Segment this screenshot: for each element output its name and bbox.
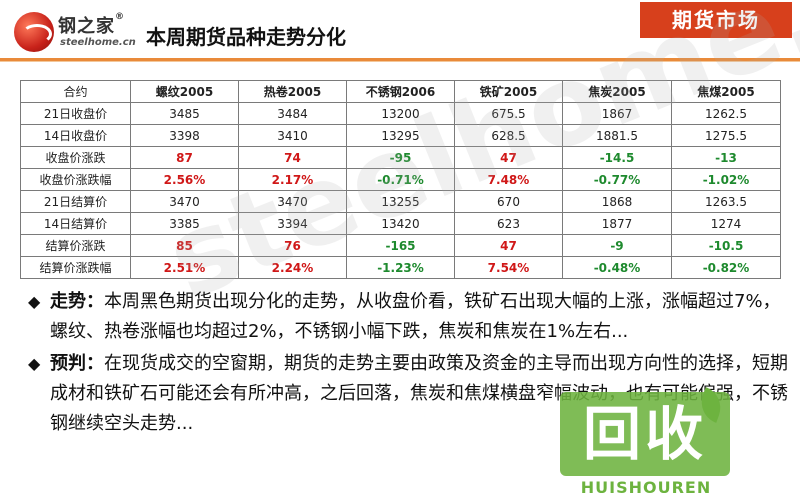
table-row: 14日收盘价 3398 3410 13295 628.5 1881.5 1275.5 [20,124,781,147]
column-header: 焦煤2005 [671,80,781,103]
huishouren-logo[interactable]: 回收 HUISHOUREN [560,387,740,500]
table-cell: 74 [238,146,347,169]
table-cell: 47 [454,234,563,257]
table-row: 收盘价涨跌幅 2.56% 2.17% -0.71% 7.48% -0.77% -1.02% [20,168,781,191]
row-label: 14日收盘价 [20,124,131,147]
bullet-keyword: 走势： [50,291,104,312]
table-cell: 76 [238,234,347,257]
table-cell: 1262.5 [671,102,781,125]
table-cell: 2.24% [238,256,347,279]
table-cell: -14.5 [562,146,672,169]
table-row: 结算价涨跌 85 76 -165 47 -9 -10.5 [20,234,781,257]
bullet-text: 本周黑色期货出现分化的走势，从收盘价看，铁矿石出现大幅的上涨，涨幅超过7%，螺纹… [50,291,781,342]
table-cell: 13420 [346,212,455,235]
table-cell: 3470 [238,190,347,213]
table-cell: 623 [454,212,563,235]
steelhome-logo[interactable]: 钢之家® steelhome.cn [14,10,136,54]
table-row: 21日结算价 3470 3470 13255 670 1868 1263.5 [20,190,781,213]
table-header-row: 合约 螺纹2005 热卷2005 不锈钢2006 铁矿2005 焦炭2005 焦煤2005 [20,80,781,103]
row-label: 结算价涨跌 [20,234,131,257]
table-cell: -10.5 [671,234,781,257]
diamond-bullet-icon: ◆ [28,292,41,311]
table-cell: 1877 [562,212,672,235]
header: 钢之家® steelhome.cn 本周期货品种走势分化 期货市场 [0,0,800,62]
table-cell: 628.5 [454,124,563,147]
table-cell: 1274 [671,212,781,235]
row-label: 结算价涨跌幅 [20,256,131,279]
table-cell: -95 [346,146,455,169]
row-label: 21日收盘价 [20,102,131,125]
table-cell: 3398 [130,124,239,147]
table-cell: 2.17% [238,168,347,191]
row-label: 收盘价涨跌 [20,146,131,169]
table-cell: 1275.5 [671,124,781,147]
column-header: 铁矿2005 [454,80,563,103]
table-cell: -0.71% [346,168,455,191]
table-row: 21日收盘价 3485 3484 13200 675.5 1867 1262.5 [20,102,781,125]
table-row: 收盘价涨跌 87 74 -95 47 -14.5 -13 [20,146,781,169]
table-cell: 1868 [562,190,672,213]
table-cell: 3410 [238,124,347,147]
bullet-keyword: 预判： [50,353,104,374]
column-header: 焦炭2005 [562,80,672,103]
table-cell: 1881.5 [562,124,672,147]
table-cell: 675.5 [454,102,563,125]
row-label: 收盘价涨跌幅 [20,168,131,191]
table-cell: 13200 [346,102,455,125]
row-label: 21日结算价 [20,190,131,213]
table-cell: 670 [454,190,563,213]
table-cell: 1867 [562,102,672,125]
table-body: 21日收盘价 3485 3484 13200 675.5 1867 1262.5 14日收盘价… [20,102,781,279]
table-cell: -0.48% [562,256,672,279]
table-cell: 2.51% [130,256,239,279]
table-cell: 87 [130,146,239,169]
header-divider-light [0,61,800,62]
table-cell: 85 [130,234,239,257]
table-cell: 3484 [238,102,347,125]
bullet-trend: ◆ 走势：本周黑色期货出现分化的走势，从收盘价看，铁矿石出现大幅的上涨，涨幅超过… [28,287,788,347]
table-cell: 3385 [130,212,239,235]
section-tag: 期货市场 [640,2,792,38]
logo-cn-text: 钢之家 [58,16,115,37]
table-cell: 47 [454,146,563,169]
logo-registered-mark: ® [115,12,125,22]
table-cell: 7.54% [454,256,563,279]
table-cell: -13 [671,146,781,169]
futures-table: 合约 螺纹2005 热卷2005 不锈钢2006 铁矿2005 焦炭2005 焦煤2005 … [20,80,781,279]
table-cell: -165 [346,234,455,257]
table-cell: 3485 [130,102,239,125]
table-cell: 2.56% [130,168,239,191]
column-header: 螺纹2005 [130,80,239,103]
column-header: 热卷2005 [238,80,347,103]
table-cell: 3394 [238,212,347,235]
recycle-logo-en: HUISHOUREN [580,478,712,497]
table-cell: -9 [562,234,672,257]
table-cell: 13255 [346,190,455,213]
logo-en-text: steelhome.cn [60,37,136,48]
table-cell: 7.48% [454,168,563,191]
row-label: 14日结算价 [20,212,131,235]
table-cell: -0.77% [562,168,672,191]
diamond-bullet-icon: ◆ [28,354,41,373]
table-cell: 3470 [130,190,239,213]
column-header-contract: 合约 [20,80,131,103]
recycle-logo-cn: 回收 [582,400,707,468]
table-cell: -1.02% [671,168,781,191]
table-cell: -0.82% [671,256,781,279]
header-divider [0,58,800,61]
futures-table-container: 合约 螺纹2005 热卷2005 不锈钢2006 铁矿2005 焦炭2005 焦煤2005 … [20,80,781,279]
table-row: 14日结算价 3385 3394 13420 623 1877 1274 [20,212,781,235]
table-cell: 1263.5 [671,190,781,213]
logo-emblem-icon [14,12,54,52]
table-cell: -1.23% [346,256,455,279]
page-title: 本周期货品种走势分化 [146,25,346,49]
column-header: 不锈钢2006 [346,80,455,103]
table-cell: 13295 [346,124,455,147]
table-row: 结算价涨跌幅 2.51% 2.24% -1.23% 7.54% -0.48% -0.82% [20,256,781,279]
